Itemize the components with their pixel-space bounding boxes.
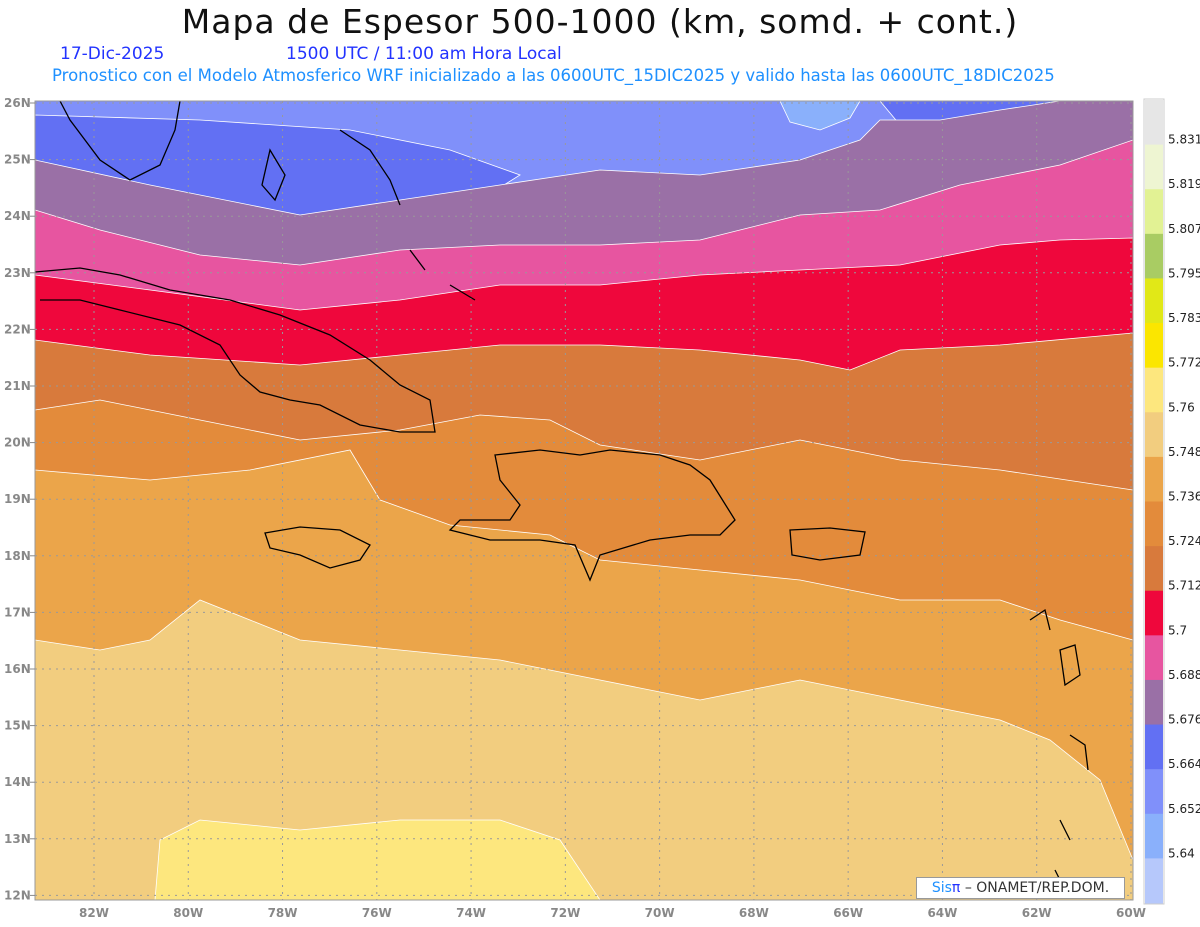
colorbar-swatch [1145,323,1163,369]
coast-lesser-antilles [1029,608,1089,891]
map-frame [34,100,1134,901]
colorbar-label: 5.772 [1168,356,1200,370]
lat-label: 12N [4,888,31,902]
colorbar-swatch [1145,144,1163,190]
lat-label: 18N [4,549,31,563]
coast-bahamas [261,129,476,301]
colorbar-label: 5.652 [1168,802,1200,816]
colorbar-label: 5.724 [1168,534,1200,548]
coast-puerto-rico [789,527,866,561]
colorbar-swatch [1145,278,1163,324]
lat-label: 23N [4,266,31,280]
lat-lon-grid [35,101,1133,900]
shaded-field [35,101,1133,900]
coast-jamaica [264,526,371,569]
lat-label: 20N [4,436,31,450]
forecast-time: 1500 UTC / 11:00 am Hora Local [286,44,562,64]
colorbar-swatch [1145,769,1163,815]
lon-label: 64W [927,906,957,920]
colorbar-swatch [1145,456,1163,502]
credit-brand: Sis [931,880,952,896]
axis-labels: 26N 25N 24N 23N 22N 21N 20N 19N 18N 17N 16N 15N 14N 1… [4,96,1146,920]
colorbar-swatch [1145,546,1163,592]
colorbar-swatch [1145,724,1163,770]
colorbar-label: 5.783 [1168,311,1200,325]
coast-cuba [35,267,436,433]
colorbar-label: 5.676 [1168,713,1200,727]
lat-label: 17N [4,605,31,619]
lon-label: 74W [456,906,486,920]
colorbar-swatch [1145,100,1163,146]
lon-label: 62W [1022,906,1052,920]
colorbar-label: 5.736 [1168,490,1200,504]
colorbar-swatch [1145,367,1163,413]
credit-box: Sisπ – ONAMET/REP.DOM. [916,877,1125,899]
lon-label: 78W [268,906,298,920]
lon-label: 66W [833,906,863,920]
colorbar-label: 5.819 [1168,177,1200,191]
lon-label: 68W [739,906,769,920]
colorbar-label: 5.748 [1168,445,1200,459]
colorbar-swatch [1145,233,1163,279]
credit-pi: π [951,880,961,896]
lat-label: 22N [4,322,31,336]
lat-label: 14N [4,775,31,789]
map-title: Mapa de Espesor 500-1000 (km, somd. + co… [181,2,1019,41]
lat-label: 24N [4,209,31,223]
lon-label: 60W [1116,906,1146,920]
colorbar: 5.831 5.819 5.807 5.795 5.783 5.772 5.76 5.748 5… [1143,98,1200,905]
coast-florida [59,101,181,181]
colorbar-label: 5.831 [1168,133,1200,147]
band-5748 [35,599,1133,900]
colorbar-label: 5.688 [1168,668,1200,682]
credit-org: – ONAMET/REP.DOM. [964,880,1110,896]
colorbar-label: 5.664 [1168,757,1200,771]
colorbar-swatch [1145,635,1163,681]
colorbar-swatch [1145,501,1163,547]
lat-label: 16N [4,662,31,676]
forecast-date: 17-Dic-2025 [60,44,165,64]
colorbar-swatch [1145,679,1163,726]
lat-label: 25N [4,153,31,167]
colorbar-swatch [1145,412,1163,458]
colorbar-label: 5.712 [1168,579,1200,593]
lat-label: 15N [4,719,31,733]
colorbar-label: 5.76 [1168,400,1195,414]
coast-hispaniola [448,449,736,582]
colorbar-swatch [1145,590,1163,636]
coastlines [35,101,1089,891]
colorbar-swatch [1145,858,1163,904]
colorbar-swatch [1145,813,1163,859]
colorbar-label: 5.7 [1168,623,1187,637]
lat-label: 26N [4,96,31,110]
lon-label: 72W [550,906,580,920]
band-5640-patch [779,101,861,131]
lat-label: 19N [4,492,31,506]
colorbar-label: 5.795 [1168,266,1200,280]
lon-label: 80W [173,906,203,920]
lon-label: 70W [645,906,675,920]
colorbar-frame [1143,98,1165,905]
colorbar-label: 5.64 [1168,846,1195,860]
lon-label: 76W [362,906,392,920]
lat-label: 13N [4,832,31,846]
band-5760 [154,819,601,900]
lat-label: 21N [4,379,31,393]
colorbar-label: 5.807 [1168,222,1200,236]
forecast-subtitle: Pronostico con el Modelo Atmosferico WRF… [52,66,1055,85]
colorbar-swatch [1145,189,1163,235]
lon-label: 82W [79,906,109,920]
